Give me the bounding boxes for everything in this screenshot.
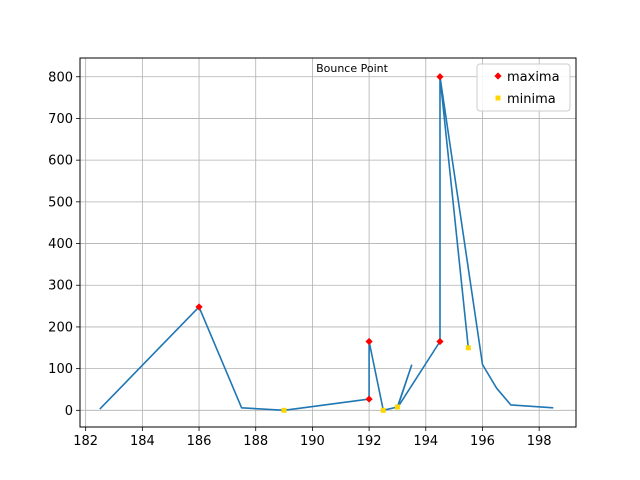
minima-point	[281, 407, 287, 413]
maxima-point	[436, 337, 444, 346]
x-tick-label: 184	[130, 434, 155, 449]
maxima-point	[436, 73, 444, 81]
x-tick-label: 198	[527, 434, 552, 449]
y-tick-label: 100	[48, 362, 73, 377]
legend-marker-minima	[495, 95, 501, 101]
y-tick-label: 200	[48, 320, 73, 335]
x-tick-label: 196	[470, 434, 495, 449]
data-line	[99, 76, 554, 412]
x-tick-label: 186	[187, 434, 212, 449]
x-tick-label: 192	[357, 434, 382, 449]
plot-frame	[79, 57, 577, 428]
y-tick-label: 600	[48, 154, 73, 169]
minima-point	[380, 407, 386, 413]
y-tick-label: 500	[48, 195, 73, 210]
legend: maxima minima	[476, 63, 571, 112]
marker-layer	[195, 73, 471, 413]
maxima-point	[365, 395, 373, 403]
legend-label-maxima: maxima	[507, 70, 560, 85]
maxima-point	[195, 303, 203, 311]
y-tick-label: 700	[48, 112, 73, 127]
legend-label-minima: minima	[507, 92, 556, 107]
y-tick-label: 0	[65, 404, 73, 419]
minima-point	[465, 345, 471, 351]
annotations: Bounce Point	[316, 62, 389, 75]
y-tick-label: 300	[48, 279, 73, 294]
x-tick-label: 188	[243, 434, 268, 449]
x-tick-label: 182	[73, 434, 98, 449]
x-tick-label: 194	[413, 434, 438, 449]
annotation-label: Bounce Point	[316, 62, 389, 75]
ticks: 182 184 186 188 190 192 194 196 198 0 100 200 300 400…	[48, 70, 551, 449]
y-tick-label: 800	[48, 70, 73, 85]
maxima-point	[365, 337, 373, 346]
x-tick-label: 190	[300, 434, 325, 449]
legend-marker-maxima	[494, 72, 502, 80]
y-tick-label: 400	[48, 237, 73, 252]
grid	[80, 58, 576, 427]
minima-point	[394, 404, 400, 410]
data-line-layer	[99, 76, 554, 412]
